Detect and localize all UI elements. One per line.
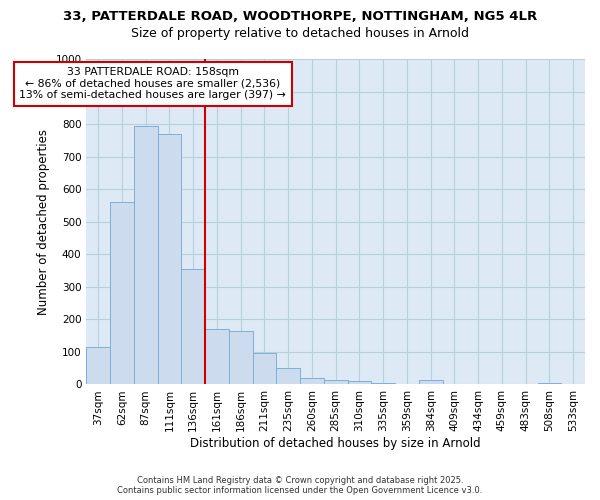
Bar (86, 347, 110, 385)
Bar (253, 353, 277, 384)
Text: 33 PATTERDALE ROAD: 158sqm
← 86% of detached houses are smaller (2,536)
13% of s: 33 PATTERDALE ROAD: 158sqm ← 86% of deta… (19, 67, 286, 100)
Bar (229, 331, 253, 384)
Bar (110, 202, 134, 384)
Bar (419, 380, 443, 384)
Text: Contains HM Land Registry data © Crown copyright and database right 2025.
Contai: Contains HM Land Registry data © Crown c… (118, 476, 482, 495)
Bar (134, 126, 158, 384)
X-axis label: Distribution of detached houses by size in Arnold: Distribution of detached houses by size … (190, 437, 481, 450)
Bar (324, 380, 347, 384)
Bar (205, 329, 229, 384)
Bar (300, 378, 324, 384)
Bar (538, 383, 561, 384)
Bar (277, 368, 300, 384)
Y-axis label: Number of detached properties: Number of detached properties (37, 128, 50, 314)
Bar (181, 269, 205, 384)
Bar (347, 381, 371, 384)
Text: 33, PATTERDALE ROAD, WOODTHORPE, NOTTINGHAM, NG5 4LR: 33, PATTERDALE ROAD, WOODTHORPE, NOTTING… (63, 10, 537, 23)
Bar (158, 134, 181, 384)
Text: Size of property relative to detached houses in Arnold: Size of property relative to detached ho… (131, 28, 469, 40)
